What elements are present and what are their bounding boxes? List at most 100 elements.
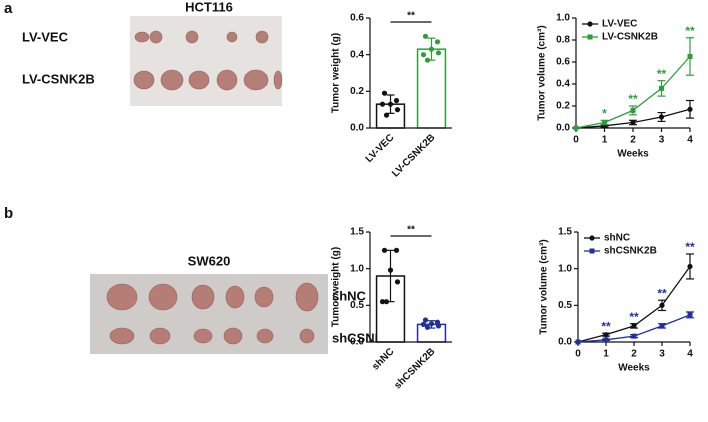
legend-marker: [587, 21, 593, 27]
data-point: [435, 323, 442, 329]
y-tick-label: 0.6: [350, 13, 364, 24]
tumor-photo: [90, 274, 328, 354]
data-point: [435, 50, 442, 56]
data-point: [575, 339, 581, 345]
data-point: [393, 97, 400, 104]
bar: [416, 48, 447, 129]
data-point: [420, 52, 427, 58]
data-point: [394, 107, 401, 113]
data-point: [631, 323, 637, 329]
significance-label: **: [628, 92, 638, 106]
data-point: [603, 332, 609, 338]
significance-label: **: [685, 240, 695, 254]
data-point: [602, 120, 607, 125]
legend-label: LV-CSNK2B: [602, 32, 658, 43]
data-point: [379, 299, 386, 305]
x-tick-label: 3: [659, 349, 665, 360]
data-point: [687, 263, 693, 270]
data-point: [424, 57, 431, 63]
y-tick-label: 0.5: [350, 300, 364, 311]
y-tick-label: 0.0: [350, 123, 364, 134]
x-tick-label: LV-VEC: [364, 132, 397, 165]
data-point: [658, 114, 665, 120]
legend-label: shNC: [604, 233, 630, 244]
significance-label: **: [629, 310, 639, 324]
panel-title: SW620: [188, 253, 231, 268]
data-point: [630, 107, 636, 113]
legend-marker: [589, 235, 595, 241]
data-point: [434, 39, 441, 45]
data-point: [428, 46, 435, 52]
data-point: [393, 247, 400, 253]
row-label: shNC: [332, 288, 367, 303]
x-axis-label: Weeks: [617, 149, 649, 160]
row-label: LV-VEC: [22, 29, 69, 44]
data-point: [381, 90, 388, 96]
data-point: [422, 33, 429, 39]
x-tick-label: 4: [687, 135, 693, 146]
significance-label: **: [407, 225, 415, 236]
x-tick-label: 0: [575, 349, 581, 360]
data-point: [424, 324, 431, 330]
x-tick-label: 4: [687, 349, 693, 360]
y-tick-label: 0.4: [350, 49, 364, 60]
legend-marker: [587, 34, 593, 40]
y-tick-label: 0.4: [556, 79, 570, 90]
data-point: [687, 106, 693, 112]
y-tick-label: 0.2: [350, 86, 364, 97]
y-tick-label: 0.0: [350, 337, 364, 348]
series-line: [577, 266, 691, 343]
panel-letter: b: [4, 205, 13, 222]
legend-marker: [589, 248, 595, 254]
legend-label: shCSNK2B: [604, 246, 657, 257]
x-tick-label: LV-CSNK2B: [390, 132, 437, 179]
data-point: [659, 323, 665, 329]
data-point: [630, 119, 636, 126]
x-tick-label: shNC: [370, 346, 396, 372]
y-tick-label: 1.5: [558, 227, 572, 238]
panel-letter: a: [4, 0, 13, 17]
legend-label: LV-VEC: [602, 19, 637, 30]
data-point: [687, 54, 693, 59]
y-axis-label: Tumor weight (g): [331, 33, 342, 113]
y-tick-label: 0.2: [556, 101, 570, 112]
x-tick-label: 0: [573, 135, 579, 146]
y-tick-label: 1.0: [558, 263, 572, 274]
x-tick-label: 2: [631, 349, 637, 360]
data-point: [383, 112, 390, 118]
panel-title: HCT116: [185, 0, 233, 14]
data-point: [631, 333, 637, 339]
y-axis-label: Tumor weight (g): [331, 247, 342, 327]
data-point: [428, 321, 435, 327]
significance-label: **: [657, 67, 667, 81]
data-point: [387, 101, 394, 107]
x-tick-label: 2: [630, 135, 636, 146]
data-point: [573, 125, 579, 131]
y-tick-label: 0.0: [556, 123, 570, 134]
data-point: [603, 337, 609, 343]
significance-label: **: [601, 319, 611, 333]
y-axis-label: Tumor volume (cm³): [537, 25, 548, 120]
x-tick-label: 1: [603, 349, 609, 360]
tumor-photo: [130, 16, 283, 106]
data-point: [687, 312, 693, 318]
data-point: [394, 279, 401, 285]
data-point: [383, 299, 390, 305]
y-tick-label: 1.0: [350, 263, 364, 274]
data-point: [420, 321, 427, 327]
y-tick-label: 0.6: [556, 57, 570, 68]
y-tick-label: 1.0: [556, 13, 570, 24]
row-label: LV-CSNK2B: [22, 71, 95, 86]
x-tick-label: shCSNK2B: [392, 346, 437, 391]
x-tick-label: 1: [602, 135, 608, 146]
significance-label: **: [685, 24, 695, 38]
x-axis-label: Weeks: [618, 363, 650, 374]
data-point: [659, 85, 664, 91]
data-point: [659, 302, 665, 308]
data-point: [381, 247, 388, 253]
y-tick-label: 1.5: [350, 227, 364, 238]
x-tick-label: 3: [659, 135, 665, 146]
data-point: [422, 317, 429, 323]
significance-label: **: [407, 11, 415, 22]
data-point: [387, 267, 394, 273]
